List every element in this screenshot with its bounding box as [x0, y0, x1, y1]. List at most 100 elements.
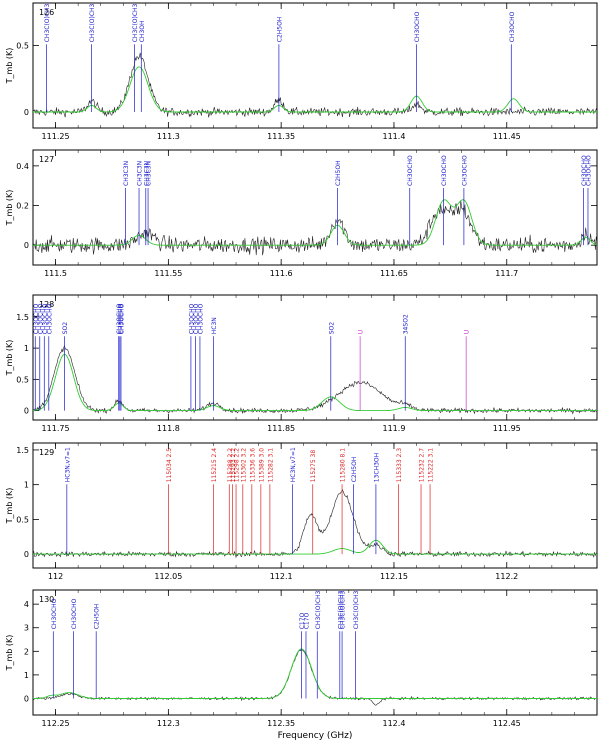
x-tick-label: 112.45 — [493, 719, 521, 728]
x-tick-label: 112.4 — [383, 719, 406, 728]
line-label: U — [464, 330, 471, 334]
line-label: CH3C(O)CH3 — [315, 590, 322, 629]
y-tick-label: 0 — [24, 694, 29, 703]
line-label: CH3OCHO — [71, 598, 78, 629]
y-tick-label: 0 — [24, 550, 29, 559]
line-label: 115222 3.1 — [428, 448, 435, 483]
x-tick-label: 112.2 — [495, 572, 518, 581]
line-label: C2H5OH — [351, 457, 358, 483]
line-label: CH3OCHO — [37, 303, 44, 334]
x-tick-label: 111.3 — [157, 132, 180, 141]
panel-frame — [32, 149, 598, 266]
line-label: 13CH3OH — [373, 453, 380, 482]
line-label: CH3OCHO — [51, 598, 58, 629]
line-label: CH3OCHO — [188, 303, 195, 334]
observed-spectrum — [33, 488, 597, 559]
line-label: 115280 8.1 — [340, 448, 347, 483]
line-label: 115302 3.2 — [240, 448, 247, 483]
panel-number: 130 — [39, 595, 54, 604]
x-axis-label: Frequency (GHz) — [278, 731, 353, 741]
line-label: C2H5OH — [94, 604, 101, 630]
x-tick-label: 111.35 — [267, 132, 295, 141]
y-axis-label: T_mb (K) — [5, 340, 14, 377]
line-label: CH3OCHO — [441, 155, 448, 186]
x-tick-label: 111.8 — [157, 424, 180, 433]
x-tick-label: 112.35 — [267, 719, 295, 728]
line-label: CH3OCHO — [42, 303, 49, 334]
line-label: C2H5OH — [276, 17, 283, 43]
panel-number: 126 — [39, 8, 54, 17]
line-label: SO2 — [62, 322, 69, 335]
line-label: 115232 2.7 — [419, 448, 426, 483]
y-tick-label: 1 — [24, 481, 29, 490]
line-label: CH3OCHO — [461, 155, 468, 186]
panel-number: 127 — [39, 155, 54, 164]
panel-frame — [32, 2, 598, 129]
line-label: 115215 2.4 — [211, 448, 218, 483]
observed-spectrum — [33, 200, 597, 256]
model-spectrum — [33, 648, 597, 699]
y-tick-label: 4 — [24, 600, 29, 609]
line-label: CH3OCHO — [33, 303, 40, 334]
line-label: 115282 3.1 — [267, 448, 274, 483]
line-label: CH3C3N — [143, 161, 150, 186]
line-label: CH3C(O)CH3 — [132, 3, 139, 42]
line-label: 115298 2.2 — [234, 448, 241, 483]
panel-number: 129 — [39, 448, 54, 457]
line-label: HC3N,v7=1 — [290, 447, 297, 482]
line-label: 115034 2.5 — [166, 448, 173, 483]
y-tick-label: 1.5 — [16, 446, 29, 455]
x-tick-label: 112.15 — [380, 572, 408, 581]
line-label: 115275 38 — [310, 450, 317, 483]
y-axis-label: T_mb (K) — [5, 635, 14, 672]
panel-number: 128 — [39, 300, 54, 309]
y-axis-label: T_mb (K) — [5, 488, 14, 525]
line-label: SO2 — [328, 322, 335, 335]
x-tick-label: 111.55 — [154, 269, 182, 278]
panel-128: 111.75 111.8 111.85 111.9 111.95 0 0.5 1 1.5 T_mb… — [5, 294, 598, 433]
model-spectrum — [33, 199, 597, 246]
panel-130: 112.25 112.3 112.35 112.4 112.45 0 1 2 3 4 T_mb (K… — [5, 589, 598, 728]
observed-spectrum — [33, 52, 597, 118]
y-tick-label: 1.5 — [16, 313, 29, 322]
panel-126: 111.25 111.3 111.35 111.4 111.45 0 0.5T_mb (K)… — [5, 2, 598, 141]
line-label: CH3OCHO — [581, 155, 588, 186]
x-tick-label: 112.25 — [42, 719, 70, 728]
line-label: CH3OCHO — [509, 11, 516, 42]
x-tick-label: 112.05 — [154, 572, 182, 581]
line-label: CH3OCHO — [414, 11, 421, 42]
y-tick-label: 2 — [24, 647, 29, 656]
line-label: CH3C(O)CH3 — [340, 590, 347, 629]
x-tick-label: 111.95 — [493, 424, 521, 433]
line-label: U — [358, 330, 365, 334]
panel-129: 112 112.05 112.1 112.15 112.2 0 0.5 1 1.5 T_mb (K… — [5, 442, 598, 581]
y-axis-label: T_mb (K) — [5, 48, 14, 85]
line-label: CH3OCHO — [193, 303, 200, 334]
y-tick-label: 1 — [24, 344, 29, 353]
line-label: HC3N,v7=1 — [64, 447, 71, 482]
x-tick-label: 111.5 — [44, 269, 67, 278]
x-tick-label: 111.65 — [380, 269, 408, 278]
line-label: HC3N — [211, 317, 218, 334]
line-label: C2H5OH — [335, 160, 342, 186]
line-label: C17O — [299, 612, 306, 629]
line-label: CH3OCHO — [46, 303, 53, 334]
x-tick-label: 111.9 — [383, 424, 406, 433]
line-label: CH3C3N — [137, 161, 144, 186]
line-label: 115389 3.0 — [258, 448, 265, 483]
line-label: CH3OCHO — [118, 303, 125, 334]
line-label: 115336 3.6 — [249, 448, 256, 483]
x-tick-label: 111.7 — [495, 269, 518, 278]
y-tick-label: 0 — [24, 407, 29, 416]
line-label: CH3OCHO — [407, 155, 414, 186]
line-label: CH3OCHO — [116, 303, 123, 334]
model-spectrum — [33, 353, 597, 412]
y-tick-label: 1 — [24, 671, 29, 680]
line-label: CH3C(O)CH3 — [89, 3, 96, 42]
x-tick-label: 112 — [48, 572, 63, 581]
line-label: 115333 2.3 — [396, 448, 403, 483]
x-tick-label: 111.75 — [42, 424, 70, 433]
model-spectrum — [33, 539, 597, 555]
